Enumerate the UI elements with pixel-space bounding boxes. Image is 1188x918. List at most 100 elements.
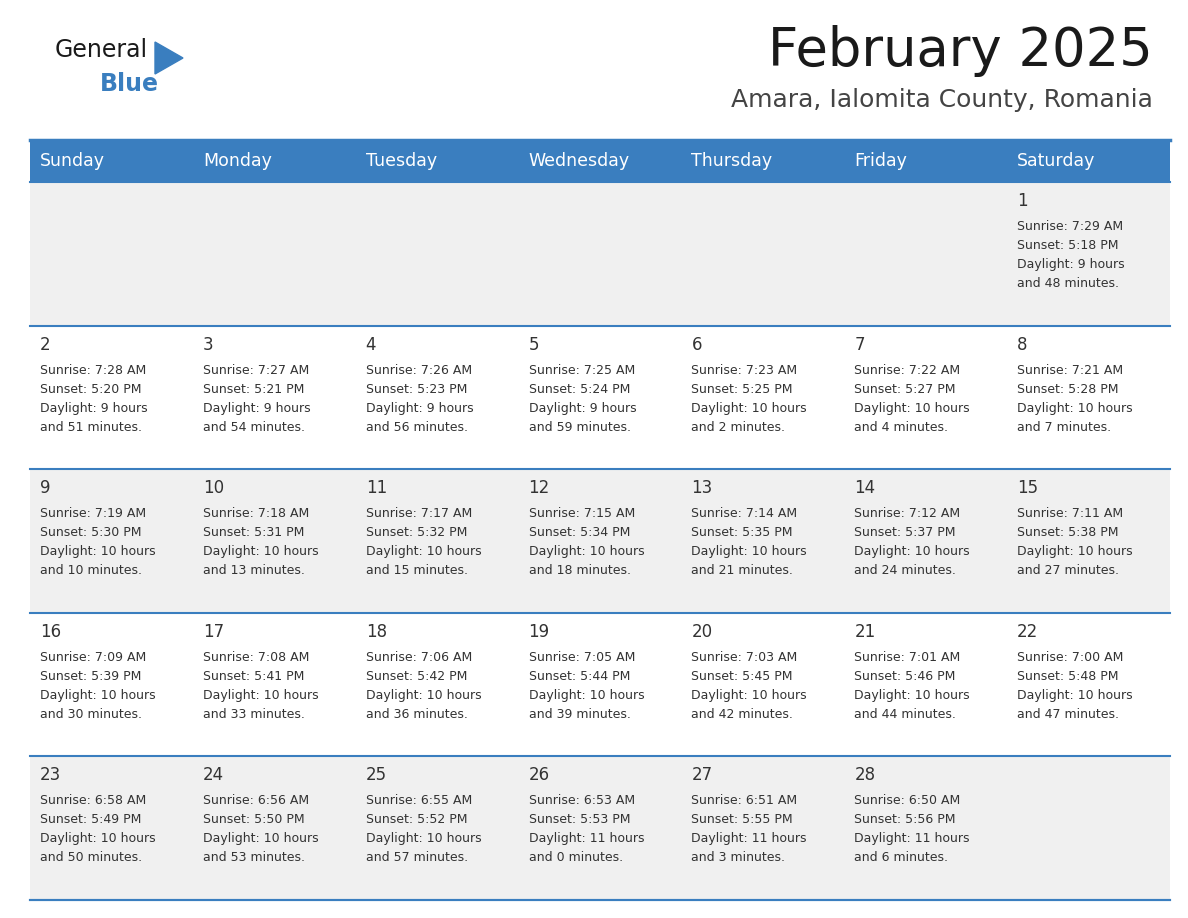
Bar <box>192 613 355 756</box>
Text: 5: 5 <box>529 336 539 353</box>
Bar <box>355 182 519 326</box>
Text: and 59 minutes.: and 59 minutes. <box>529 420 631 433</box>
Text: Daylight: 10 hours: Daylight: 10 hours <box>203 545 318 558</box>
Text: Daylight: 10 hours: Daylight: 10 hours <box>40 545 156 558</box>
Text: and 42 minutes.: and 42 minutes. <box>691 708 794 721</box>
Bar <box>192 756 355 900</box>
Text: Sunset: 5:37 PM: Sunset: 5:37 PM <box>854 526 956 539</box>
Bar <box>30 469 192 613</box>
Text: Wednesday: Wednesday <box>529 152 630 170</box>
Text: Daylight: 10 hours: Daylight: 10 hours <box>691 401 807 415</box>
Text: 3: 3 <box>203 336 214 353</box>
Text: Sunset: 5:52 PM: Sunset: 5:52 PM <box>366 813 467 826</box>
Text: Daylight: 11 hours: Daylight: 11 hours <box>854 833 969 845</box>
Text: 9: 9 <box>40 479 51 498</box>
Bar <box>519 326 682 469</box>
Text: Sunrise: 7:27 AM: Sunrise: 7:27 AM <box>203 364 309 376</box>
Text: Sunset: 5:55 PM: Sunset: 5:55 PM <box>691 813 794 826</box>
Text: and 44 minutes.: and 44 minutes. <box>854 708 956 721</box>
Text: Sunrise: 6:51 AM: Sunrise: 6:51 AM <box>691 794 797 808</box>
Text: Sunset: 5:32 PM: Sunset: 5:32 PM <box>366 526 467 539</box>
Text: Daylight: 10 hours: Daylight: 10 hours <box>366 833 481 845</box>
Text: Sunset: 5:34 PM: Sunset: 5:34 PM <box>529 526 630 539</box>
Text: Daylight: 9 hours: Daylight: 9 hours <box>40 401 147 415</box>
Text: Sunrise: 6:53 AM: Sunrise: 6:53 AM <box>529 794 634 808</box>
Text: 12: 12 <box>529 479 550 498</box>
Bar <box>682 182 845 326</box>
Text: 1: 1 <box>1017 192 1028 210</box>
Text: Sunrise: 7:18 AM: Sunrise: 7:18 AM <box>203 508 309 521</box>
Bar <box>30 326 192 469</box>
Text: and 39 minutes.: and 39 minutes. <box>529 708 631 721</box>
Text: Sunset: 5:42 PM: Sunset: 5:42 PM <box>366 670 467 683</box>
Text: 22: 22 <box>1017 622 1038 641</box>
Text: Sunset: 5:30 PM: Sunset: 5:30 PM <box>40 526 141 539</box>
Text: Daylight: 10 hours: Daylight: 10 hours <box>691 545 807 558</box>
Text: Daylight: 9 hours: Daylight: 9 hours <box>366 401 473 415</box>
Bar <box>30 756 192 900</box>
Text: 13: 13 <box>691 479 713 498</box>
Text: Daylight: 10 hours: Daylight: 10 hours <box>203 688 318 701</box>
Text: and 15 minutes.: and 15 minutes. <box>366 565 468 577</box>
Bar <box>519 613 682 756</box>
Text: 25: 25 <box>366 767 387 784</box>
Text: Daylight: 10 hours: Daylight: 10 hours <box>854 545 969 558</box>
Text: Sunset: 5:48 PM: Sunset: 5:48 PM <box>1017 670 1119 683</box>
Text: Sunset: 5:31 PM: Sunset: 5:31 PM <box>203 526 304 539</box>
Bar <box>845 182 1007 326</box>
Text: Sunrise: 7:21 AM: Sunrise: 7:21 AM <box>1017 364 1124 376</box>
Text: Sunrise: 7:01 AM: Sunrise: 7:01 AM <box>854 651 961 664</box>
Text: Sunset: 5:53 PM: Sunset: 5:53 PM <box>529 813 630 826</box>
Text: Sunset: 5:24 PM: Sunset: 5:24 PM <box>529 383 630 396</box>
Text: and 0 minutes.: and 0 minutes. <box>529 851 623 865</box>
Bar <box>845 326 1007 469</box>
Text: Daylight: 10 hours: Daylight: 10 hours <box>854 688 969 701</box>
Text: Daylight: 10 hours: Daylight: 10 hours <box>529 688 644 701</box>
Bar <box>192 182 355 326</box>
Text: Sunset: 5:50 PM: Sunset: 5:50 PM <box>203 813 304 826</box>
Bar <box>682 756 845 900</box>
Bar <box>845 469 1007 613</box>
Text: Daylight: 10 hours: Daylight: 10 hours <box>203 833 318 845</box>
Text: Sunrise: 7:15 AM: Sunrise: 7:15 AM <box>529 508 634 521</box>
Bar <box>355 326 519 469</box>
Bar <box>519 182 682 326</box>
Text: Sunset: 5:20 PM: Sunset: 5:20 PM <box>40 383 141 396</box>
Bar <box>1007 613 1170 756</box>
Text: Sunrise: 7:17 AM: Sunrise: 7:17 AM <box>366 508 472 521</box>
Text: Sunrise: 7:00 AM: Sunrise: 7:00 AM <box>1017 651 1124 664</box>
Text: Sunset: 5:45 PM: Sunset: 5:45 PM <box>691 670 792 683</box>
Text: 2: 2 <box>40 336 51 353</box>
Text: Sunrise: 7:03 AM: Sunrise: 7:03 AM <box>691 651 797 664</box>
Text: 16: 16 <box>40 622 61 641</box>
Text: Daylight: 11 hours: Daylight: 11 hours <box>691 833 807 845</box>
Text: Sunrise: 7:19 AM: Sunrise: 7:19 AM <box>40 508 146 521</box>
Text: and 57 minutes.: and 57 minutes. <box>366 851 468 865</box>
Bar <box>30 182 192 326</box>
Text: Sunset: 5:25 PM: Sunset: 5:25 PM <box>691 383 792 396</box>
Text: Sunset: 5:46 PM: Sunset: 5:46 PM <box>854 670 955 683</box>
Text: Sunrise: 6:56 AM: Sunrise: 6:56 AM <box>203 794 309 808</box>
Text: Friday: Friday <box>854 152 908 170</box>
Polygon shape <box>154 42 183 74</box>
Text: Daylight: 10 hours: Daylight: 10 hours <box>854 401 969 415</box>
Bar <box>845 756 1007 900</box>
Text: Sunrise: 7:14 AM: Sunrise: 7:14 AM <box>691 508 797 521</box>
Text: Sunset: 5:44 PM: Sunset: 5:44 PM <box>529 670 630 683</box>
Bar <box>192 326 355 469</box>
Text: 19: 19 <box>529 622 550 641</box>
Bar <box>1007 756 1170 900</box>
Text: 14: 14 <box>854 479 876 498</box>
Text: Daylight: 10 hours: Daylight: 10 hours <box>366 688 481 701</box>
Text: and 24 minutes.: and 24 minutes. <box>854 565 956 577</box>
Text: Daylight: 9 hours: Daylight: 9 hours <box>203 401 310 415</box>
Text: Sunset: 5:49 PM: Sunset: 5:49 PM <box>40 813 141 826</box>
Text: Sunrise: 7:22 AM: Sunrise: 7:22 AM <box>854 364 960 376</box>
Text: Sunrise: 7:12 AM: Sunrise: 7:12 AM <box>854 508 960 521</box>
Text: 6: 6 <box>691 336 702 353</box>
Text: 8: 8 <box>1017 336 1028 353</box>
Text: Daylight: 10 hours: Daylight: 10 hours <box>1017 688 1133 701</box>
Text: Daylight: 9 hours: Daylight: 9 hours <box>529 401 637 415</box>
Text: Daylight: 10 hours: Daylight: 10 hours <box>366 545 481 558</box>
Text: Sunset: 5:28 PM: Sunset: 5:28 PM <box>1017 383 1119 396</box>
